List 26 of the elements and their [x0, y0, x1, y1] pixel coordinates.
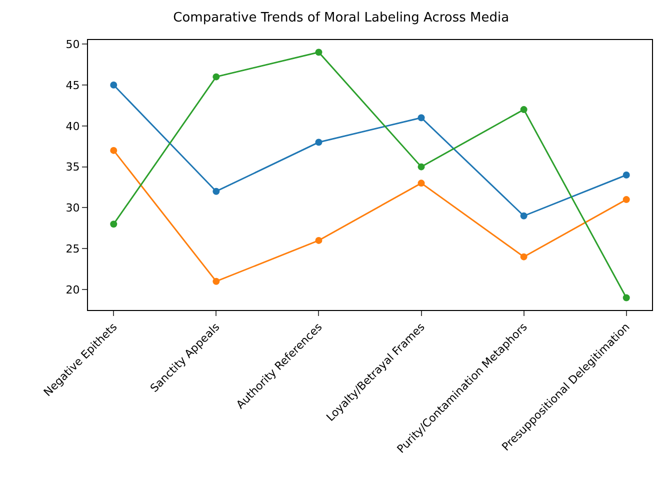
point	[520, 253, 528, 260]
point	[315, 48, 322, 56]
y-tick-label: 20	[66, 283, 80, 296]
point	[418, 114, 425, 122]
point	[520, 106, 528, 114]
point	[212, 278, 220, 285]
point	[315, 236, 322, 244]
point	[315, 138, 322, 146]
point	[212, 188, 220, 195]
chart-title: Comparative Trends of Moral Labeling Across Media	[173, 10, 510, 26]
point	[110, 82, 118, 88]
y-tick-label: 45	[66, 78, 80, 92]
point	[622, 172, 630, 178]
y-tick-label: 25	[66, 242, 80, 256]
point	[520, 212, 528, 220]
y-tick-label: 50	[66, 38, 80, 51]
point	[110, 146, 118, 154]
y-tick-label: 35	[66, 160, 80, 174]
y-tick-label: 30	[66, 202, 80, 215]
point	[212, 73, 220, 80]
point	[418, 163, 425, 170]
point	[622, 294, 630, 302]
point	[110, 220, 118, 228]
point	[622, 196, 630, 204]
point	[418, 180, 425, 187]
y-tick-label: 40	[66, 120, 80, 133]
